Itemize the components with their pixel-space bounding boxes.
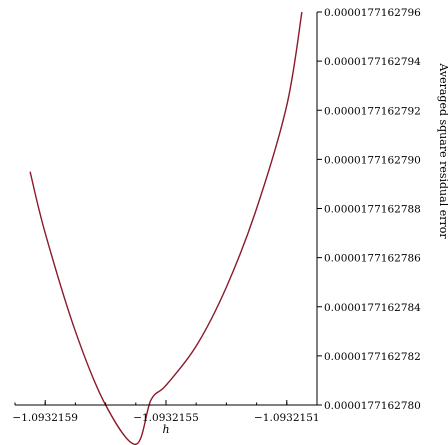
- plot-area: [29, 11, 303, 445]
- y-tick-label: 0.0000177162788: [324, 204, 421, 216]
- y-tick-label: 0.0000177162794: [324, 56, 421, 68]
- x-tick-label: −1.0932159: [12, 412, 78, 424]
- x-axis-title: h: [162, 423, 169, 436]
- y-tick-label: 0.0000177162796: [324, 7, 421, 19]
- y-tick-label: 0.0000177162792: [324, 105, 421, 117]
- y-axis-title: Averaged square residual error: [437, 62, 448, 239]
- series-line: [29, 11, 303, 445]
- x-tick-label: −1.0932151: [254, 412, 320, 424]
- y-tick-label: 0.0000177162780: [324, 400, 421, 412]
- x-ticks: −1.0932159 −1.0932155 −1.0932151: [12, 400, 320, 424]
- y-tick-label: 0.0000177162782: [324, 351, 421, 363]
- y-ticks: 0.0000177162780 0.0000177162782 0.00001771…: [317, 7, 421, 412]
- y-tick-label: 0.0000177162790: [324, 154, 421, 166]
- y-tick-label: 0.0000177162784: [324, 302, 421, 314]
- y-tick-label: 0.0000177162786: [324, 253, 421, 265]
- x-tick-label: −1.0932155: [133, 412, 199, 424]
